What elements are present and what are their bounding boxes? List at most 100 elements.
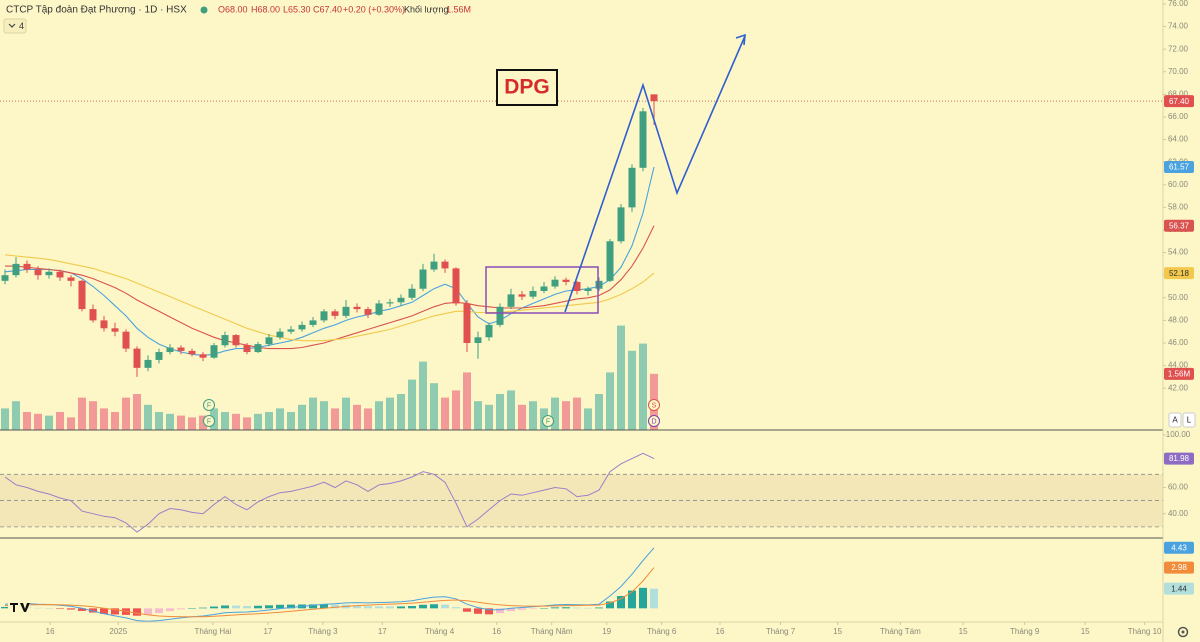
macd-histogram-bar xyxy=(606,601,614,609)
volume-bar xyxy=(34,413,42,430)
log-scale-button[interactable]: L xyxy=(1182,412,1196,428)
volume-label: Khối lượng xyxy=(404,4,448,14)
price-tag-label: 1.56M xyxy=(1168,369,1191,378)
price-tag xyxy=(1164,452,1194,465)
macd-histogram-bar xyxy=(155,608,163,613)
candle-body xyxy=(606,241,614,281)
macd-histogram-bar xyxy=(529,608,537,609)
macd-histogram-bar xyxy=(364,606,372,609)
volume-bar xyxy=(177,415,185,430)
marker-label: F xyxy=(207,418,211,425)
candle-body xyxy=(496,306,504,325)
candle-body xyxy=(100,320,108,329)
volume-bar xyxy=(562,401,570,430)
volume-bar xyxy=(386,397,394,430)
event-marker[interactable]: F xyxy=(203,399,215,411)
macd-histogram-bar xyxy=(496,608,504,614)
macd-histogram-bar xyxy=(463,608,471,612)
volume-bar xyxy=(452,390,460,430)
moving-average xyxy=(4,254,655,342)
moving-average xyxy=(4,166,655,356)
price-tag-label: 2.98 xyxy=(1171,563,1187,572)
macd-histogram-bar xyxy=(474,608,482,614)
high: H68.00 xyxy=(251,4,280,14)
macd-histogram-bar xyxy=(67,608,75,610)
moving-average xyxy=(5,225,655,350)
y-tick-label: 58.00 xyxy=(1168,202,1189,211)
macd-histogram-bar xyxy=(595,607,603,609)
y-tick-label: 74.00 xyxy=(1168,22,1189,31)
macd-histogram-bar xyxy=(232,605,240,609)
auto-scale-button[interactable]: A xyxy=(1168,412,1182,428)
volume-bar xyxy=(1,408,9,430)
candle-body xyxy=(309,320,317,325)
event-marker[interactable]: D xyxy=(648,415,660,427)
marker-label: F xyxy=(207,402,211,409)
candle-body xyxy=(111,328,119,332)
settings-button[interactable] xyxy=(1177,626,1189,638)
candle-body xyxy=(397,297,405,303)
candle-body xyxy=(122,331,130,349)
macd-histogram-bar xyxy=(276,604,284,609)
arrow-head xyxy=(735,33,746,46)
event-marker[interactable]: F xyxy=(542,415,554,427)
y-tick-label: 46.00 xyxy=(1168,338,1189,347)
price-tag-label: 4.43 xyxy=(1171,543,1187,552)
price-tag xyxy=(1164,267,1194,280)
close: C67.40 xyxy=(313,4,342,14)
macd-histogram-bar xyxy=(45,608,53,609)
low: L65.30 xyxy=(283,4,311,14)
volume-bar xyxy=(595,394,603,430)
volume-bar xyxy=(67,417,75,430)
status-dot xyxy=(200,6,208,14)
candle-body xyxy=(144,359,152,368)
volume-bar xyxy=(23,412,31,430)
x-tick-label: 15 xyxy=(959,627,968,636)
volume-bar xyxy=(100,408,108,430)
candle-body xyxy=(320,311,328,321)
price-tag xyxy=(1164,219,1194,232)
event-marker[interactable]: S xyxy=(648,399,660,411)
macd-histogram-bar xyxy=(56,608,64,609)
candle-body xyxy=(375,303,383,315)
macd-histogram-bar xyxy=(562,607,570,609)
x-tick-label: Tháng 6 xyxy=(647,627,677,636)
macd-histogram-bar xyxy=(243,606,251,609)
y-tick-label: 40.00 xyxy=(1168,509,1189,518)
volume-bar xyxy=(309,397,317,430)
logo[interactable] xyxy=(8,598,30,614)
volume-bar xyxy=(507,390,515,430)
candle-body xyxy=(287,329,295,332)
candle-body xyxy=(562,279,570,282)
candle-body xyxy=(419,269,427,289)
projection-arrow xyxy=(564,35,746,313)
macd-histogram-bar xyxy=(430,604,438,609)
volume-bar xyxy=(551,397,559,430)
candle-body xyxy=(177,347,185,351)
macd-histogram-bar xyxy=(441,604,449,609)
macd-histogram-bar xyxy=(287,604,295,609)
macd-histogram-bar xyxy=(331,604,339,609)
event-marker[interactable]: F xyxy=(203,415,215,427)
x-tick-label: Tháng Hai xyxy=(194,627,231,636)
y-tick-label: 66.00 xyxy=(1168,112,1189,121)
macd-histogram-bar xyxy=(518,608,526,610)
price-tag-label: 61.57 xyxy=(1169,163,1190,172)
candle-body xyxy=(276,331,284,338)
candle-body xyxy=(507,294,515,307)
candle-body xyxy=(353,306,361,310)
macd-histogram-bar xyxy=(617,596,625,609)
y-tick-label: 60.00 xyxy=(1168,180,1189,189)
candle-body xyxy=(232,335,240,346)
candle-body xyxy=(45,271,53,276)
macd-histogram-bar xyxy=(408,606,416,609)
macd-histogram-bar xyxy=(353,605,361,609)
volume-bar xyxy=(78,397,86,430)
candle-body xyxy=(551,279,559,287)
volume-bar xyxy=(320,401,328,430)
candle-body xyxy=(298,324,306,330)
y-tick-label: 44.00 xyxy=(1168,361,1189,370)
indicator-toggle[interactable]: 4 xyxy=(3,18,27,34)
button-label: L xyxy=(1187,416,1192,425)
